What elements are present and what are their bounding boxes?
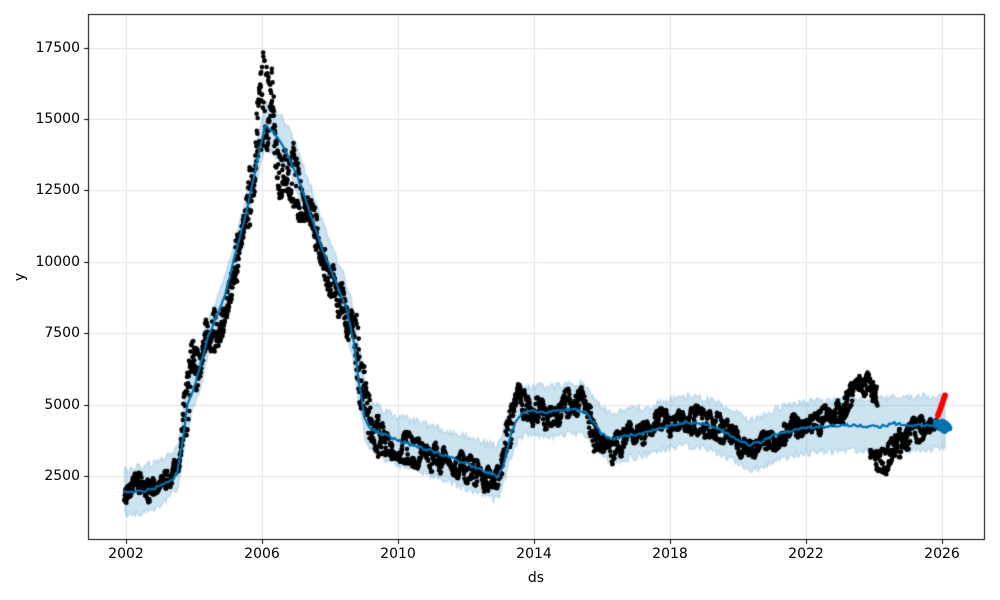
y-axis-label: y: [12, 272, 28, 282]
x-tick-label: 2010: [380, 546, 416, 562]
y-tick-label: 17500: [35, 39, 80, 56]
x-tick-label: 2026: [924, 546, 960, 562]
y-tick-label: 5000: [44, 396, 80, 413]
y-tick-label: 15000: [35, 111, 80, 128]
x-axis-label: ds: [527, 570, 545, 586]
x-tick-label: 2014: [516, 546, 552, 562]
y-tick-label: 2500: [44, 468, 80, 485]
x-tick-label: 2006: [244, 546, 280, 562]
y-tick-label: 10000: [35, 253, 80, 270]
y-tick-label: 7500: [44, 325, 80, 342]
x-tick-label: 2022: [788, 546, 824, 562]
x-tick-label: 2018: [652, 546, 688, 562]
x-tick-label: 2002: [108, 546, 144, 562]
y-tick-label: 12500: [35, 182, 80, 199]
